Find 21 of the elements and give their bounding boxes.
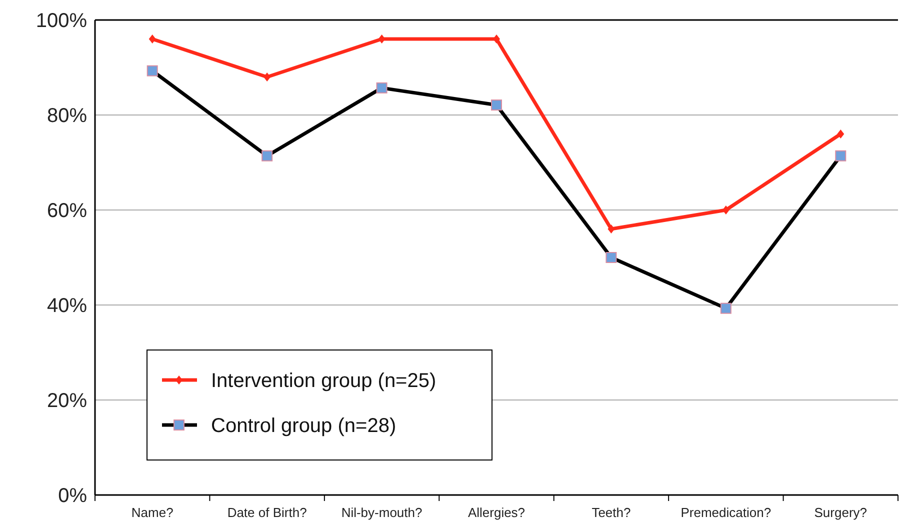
y-tick-label: 100% <box>36 10 88 32</box>
x-tick-label: Premedication? <box>680 505 772 520</box>
legend-label: Control group (n=28) <box>211 415 396 437</box>
point <box>264 72 271 82</box>
y-tick-label: 0% <box>58 485 88 507</box>
point <box>608 224 615 234</box>
x-tick-label: Nil-by-mouth? <box>341 505 422 520</box>
x-tick-label: Teeth? <box>592 505 631 520</box>
x-tick-label: Surgery? <box>814 505 868 520</box>
y-tick-label: 20% <box>46 390 88 412</box>
point <box>722 206 730 214</box>
legend-label: Intervention group (n=25) <box>211 370 436 392</box>
point <box>493 34 500 44</box>
point <box>837 130 844 138</box>
y-tick-label: 60% <box>46 200 88 222</box>
point <box>148 34 156 44</box>
y-tick-label: 40% <box>46 295 88 317</box>
x-tick-label: Date of Birth? <box>227 505 307 520</box>
x-tick-label: Name? <box>131 505 174 520</box>
x-tick-label: Allergies? <box>468 505 526 520</box>
y-tick-label: 80% <box>46 105 88 127</box>
